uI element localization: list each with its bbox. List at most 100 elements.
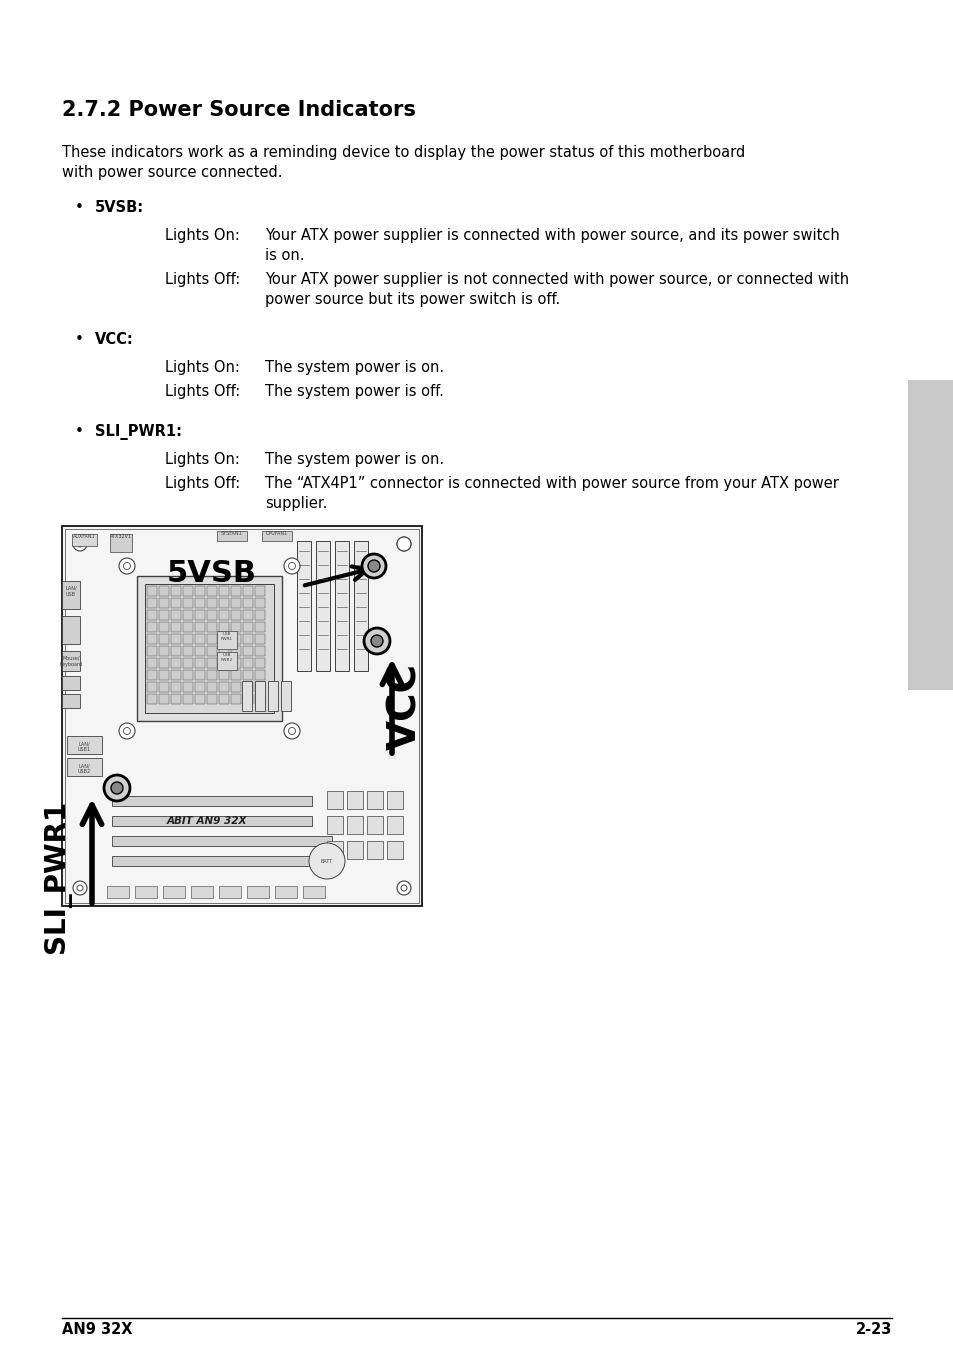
Circle shape (368, 560, 379, 572)
Bar (231, 671, 241, 680)
Bar (254, 681, 265, 711)
Circle shape (284, 723, 299, 740)
Circle shape (123, 562, 131, 569)
Bar (247, 886, 269, 898)
Bar (107, 886, 129, 898)
Bar (110, 534, 132, 552)
Bar (159, 585, 169, 596)
Bar (183, 694, 193, 704)
Bar (216, 652, 236, 671)
Bar (171, 634, 181, 644)
Bar (207, 681, 216, 692)
Bar (254, 671, 265, 680)
Bar (71, 534, 97, 546)
Circle shape (119, 558, 135, 575)
Bar (347, 841, 363, 859)
Bar (354, 541, 368, 671)
Circle shape (364, 627, 390, 654)
Bar (171, 694, 181, 704)
Bar (147, 646, 157, 656)
Bar (387, 841, 402, 859)
Bar (62, 676, 80, 690)
Bar (254, 585, 265, 596)
Text: ABIT AN9 32X: ABIT AN9 32X (167, 817, 247, 826)
Bar (65, 529, 418, 903)
Circle shape (361, 554, 386, 579)
Text: Your ATX power supplier is connected with power source, and its power switch: Your ATX power supplier is connected wit… (265, 228, 839, 243)
Text: 5VSB: 5VSB (167, 560, 256, 588)
Bar (194, 585, 205, 596)
Bar (194, 610, 205, 621)
Bar (243, 694, 253, 704)
Bar (219, 658, 229, 668)
Text: 2-23: 2-23 (855, 1322, 891, 1337)
Circle shape (73, 537, 87, 552)
Bar (327, 817, 343, 834)
Circle shape (371, 635, 382, 648)
Text: AUXFAN1: AUXFAN1 (72, 534, 95, 539)
Circle shape (284, 558, 299, 575)
Bar (171, 585, 181, 596)
Text: Lights Off:: Lights Off: (165, 384, 240, 399)
Bar (194, 622, 205, 631)
Bar (159, 634, 169, 644)
Bar (243, 598, 253, 608)
Bar (147, 622, 157, 631)
Bar (274, 886, 296, 898)
Text: SYSFAN1: SYSFAN1 (221, 531, 243, 535)
Bar (347, 817, 363, 834)
Bar (254, 658, 265, 668)
Bar (207, 646, 216, 656)
Bar (231, 610, 241, 621)
Circle shape (396, 537, 411, 552)
Bar (183, 585, 193, 596)
Bar (183, 622, 193, 631)
Text: 5VSB:: 5VSB: (95, 200, 144, 215)
Bar (194, 671, 205, 680)
Bar (254, 622, 265, 631)
Bar (67, 735, 102, 754)
Bar (242, 681, 252, 711)
Bar (219, 886, 241, 898)
Bar (112, 817, 312, 826)
Text: supplier.: supplier. (265, 496, 327, 511)
Text: LAN/
USB2: LAN/ USB2 (77, 763, 91, 773)
Circle shape (111, 781, 123, 794)
Bar (112, 856, 312, 867)
Text: Mouse/
Keyboard: Mouse/ Keyboard (59, 656, 83, 667)
Bar (367, 841, 382, 859)
Text: VCC: VCC (386, 662, 423, 749)
Bar (171, 598, 181, 608)
Bar (159, 598, 169, 608)
Bar (159, 694, 169, 704)
Bar (327, 791, 343, 808)
Text: ATX32V1: ATX32V1 (110, 534, 132, 539)
Bar (194, 598, 205, 608)
Circle shape (77, 541, 83, 548)
Text: Your ATX power supplier is not connected with power source, or connected with: Your ATX power supplier is not connected… (265, 272, 848, 287)
Bar (62, 694, 80, 708)
Bar (207, 585, 216, 596)
Bar (219, 585, 229, 596)
Bar (231, 585, 241, 596)
Text: SLI_PWR1: SLI_PWR1 (43, 799, 71, 953)
Bar (367, 791, 382, 808)
Bar (62, 526, 421, 906)
Text: VCC:: VCC: (95, 333, 133, 347)
Bar (335, 541, 349, 671)
Bar (243, 622, 253, 631)
Bar (171, 646, 181, 656)
Text: Lights On:: Lights On: (165, 228, 239, 243)
Bar (254, 598, 265, 608)
Bar (62, 617, 80, 644)
Bar (315, 541, 330, 671)
Bar (194, 634, 205, 644)
Bar (194, 681, 205, 692)
Bar (171, 658, 181, 668)
Bar (219, 646, 229, 656)
Bar (207, 622, 216, 631)
Bar (387, 791, 402, 808)
Bar (194, 658, 205, 668)
Bar (159, 671, 169, 680)
Bar (219, 694, 229, 704)
